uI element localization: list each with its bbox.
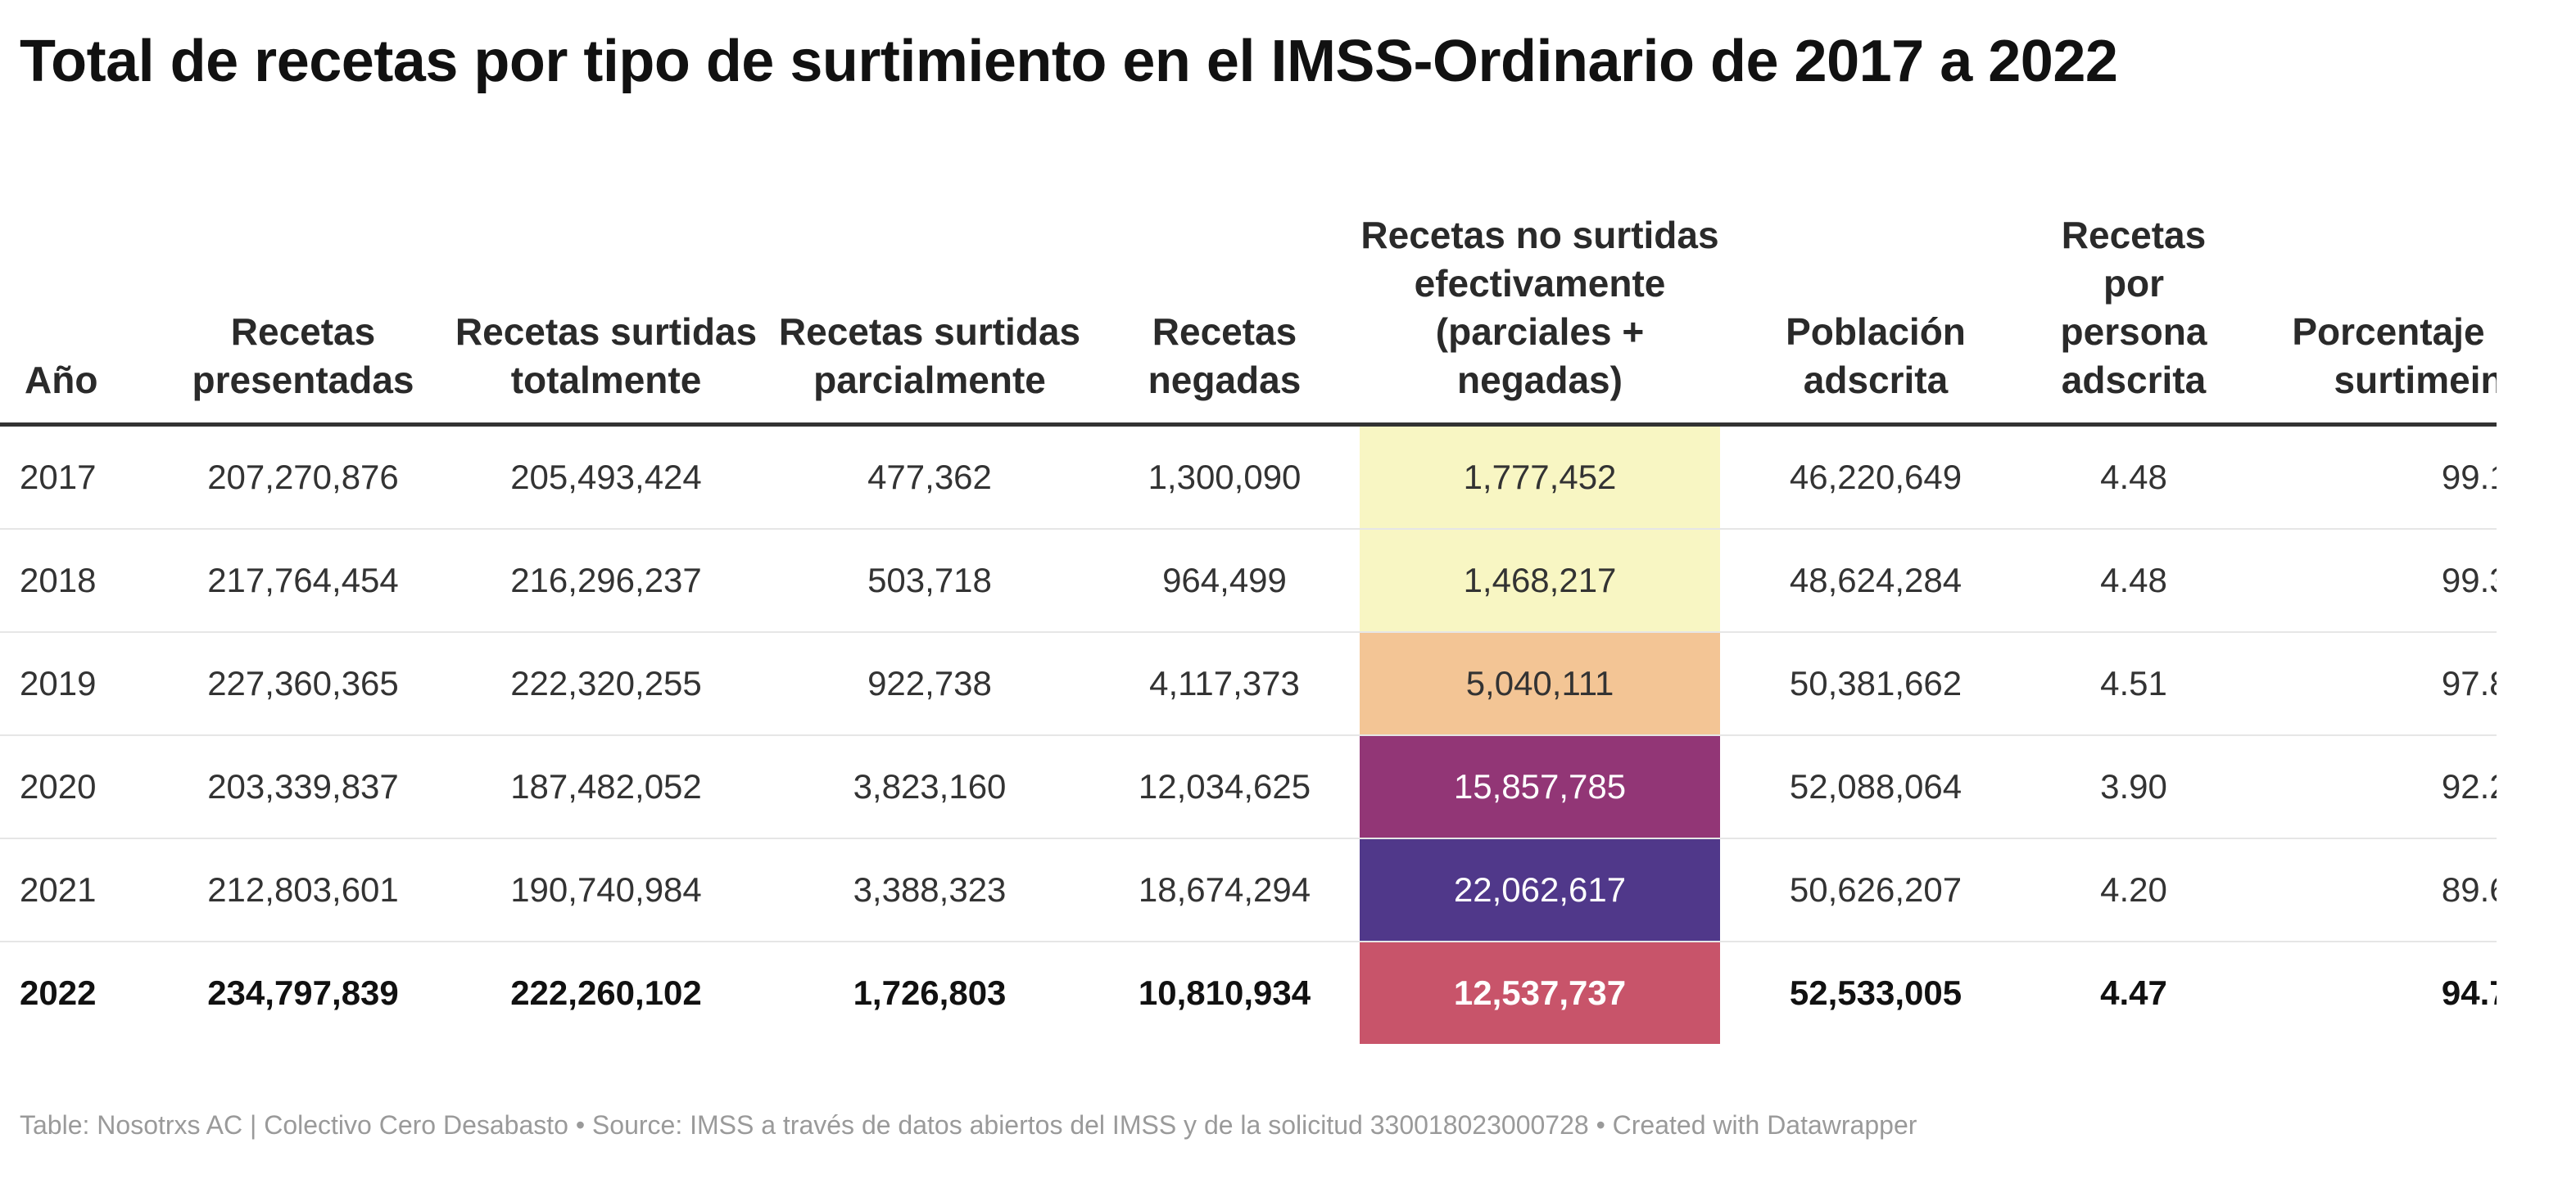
cell-per-person: 4.48 <box>2031 528 2236 633</box>
table-row: 2018 217,764,454 216,296,237 503,718 964,499… <box>0 528 2497 633</box>
cell-presented: 203,339,837 <box>164 734 442 839</box>
cell-presented: 234,797,839 <box>207 973 399 1012</box>
cell-not-filled: 12,537,737 <box>1360 942 1720 1044</box>
cell-presented: 227,360,365 <box>164 631 442 736</box>
cell-percentage: 99.3% <box>2236 528 2497 633</box>
heat-cell-value: 1,777,452 <box>1360 426 1720 528</box>
cell-not-filled: 5,040,111 <box>1360 631 1720 736</box>
table-row: 2020 203,339,837 187,482,052 3,823,160 12,03… <box>0 734 2497 839</box>
cell-per-person: 4.20 <box>2031 838 2236 942</box>
heat-cell-value: 12,537,737 <box>1360 942 1720 1044</box>
cell-filled-partial: 503,718 <box>770 528 1089 633</box>
heat-cell-value: 22,062,617 <box>1360 838 1720 941</box>
cell-population: 52,088,064 <box>1720 734 2031 839</box>
cell-percentage: 94.7% <box>2441 973 2497 1012</box>
cell-presented: 207,270,876 <box>164 424 442 530</box>
cell-per-person: 3.90 <box>2031 734 2236 839</box>
cell-presented: 217,764,454 <box>164 528 442 633</box>
cell-per-person: 4.48 <box>2031 424 2236 530</box>
data-table-container: Año Recetas presentadas Recetas surtidas… <box>0 172 2497 1064</box>
cell-not-filled: 15,857,785 <box>1360 734 1720 839</box>
column-header-per-person: Recetas por persona adscrita <box>2031 172 2236 427</box>
cell-year: 2022 <box>20 973 97 1012</box>
column-header-population: Población adscrita <box>1720 172 2031 427</box>
cell-population: 48,624,284 <box>1720 528 2031 633</box>
heat-cell-value: 1,468,217 <box>1360 529 1720 631</box>
data-table: Año Recetas presentadas Recetas surtidas… <box>0 172 2497 1044</box>
cell-filled-total: 187,482,052 <box>442 734 770 839</box>
cell-population: 46,220,649 <box>1720 424 2031 530</box>
cell-not-filled: 1,777,452 <box>1360 424 1720 530</box>
cell-year: 2021 <box>0 838 164 942</box>
column-header-denied: Recetas negadas <box>1089 172 1360 427</box>
table-header-row: Año Recetas presentadas Recetas surtidas… <box>0 172 2497 427</box>
cell-presented: 212,803,601 <box>164 838 442 942</box>
cell-per-person: 4.51 <box>2031 631 2236 736</box>
cell-filled-total: 222,320,255 <box>442 631 770 736</box>
cell-filled-partial: 922,738 <box>770 631 1089 736</box>
cell-year: 2020 <box>0 734 164 839</box>
cell-year: 2017 <box>0 424 164 530</box>
cell-denied: 12,034,625 <box>1089 734 1360 839</box>
cell-filled-partial: 477,362 <box>770 424 1089 530</box>
cell-denied: 18,674,294 <box>1089 838 1360 942</box>
cell-percentage: 97.8% <box>2236 631 2497 736</box>
cell-filled-partial: 1,726,803 <box>853 973 1007 1012</box>
table-row: 2022 234,797,839 222,260,102 1,726,803 10,81… <box>0 942 2497 1044</box>
cell-percentage: 99.1% <box>2236 424 2497 530</box>
cell-not-filled: 22,062,617 <box>1360 838 1720 942</box>
table-row: 2019 227,360,365 222,320,255 922,738 4,117,3… <box>0 631 2497 736</box>
cell-denied: 4,117,373 <box>1089 631 1360 736</box>
cell-filled-total: 190,740,984 <box>442 838 770 942</box>
heat-cell-value: 5,040,111 <box>1360 632 1720 734</box>
cell-year: 2019 <box>0 631 164 736</box>
cell-percentage: 92.2% <box>2236 734 2497 839</box>
column-header-presented: Recetas presentadas <box>164 172 442 427</box>
cell-filled-total: 205,493,424 <box>442 424 770 530</box>
source-footer: Table: Nosotrxs AC | Colectivo Cero Desa… <box>20 1110 1917 1140</box>
chart-title: Total de recetas por tipo de surtimiento… <box>20 29 2118 94</box>
cell-population: 52,533,005 <box>1789 973 1963 1012</box>
cell-denied: 1,300,090 <box>1089 424 1360 530</box>
cell-denied: 10,810,934 <box>1138 973 1311 1012</box>
cell-population: 50,626,207 <box>1720 838 2031 942</box>
cell-population: 50,381,662 <box>1720 631 2031 736</box>
column-header-not-filled: Recetas no surtidas efectivamente (parci… <box>1360 172 1720 427</box>
column-header-filled-partial: Recetas surtidas parcialmente <box>770 172 1089 427</box>
table-row: 2017 207,270,876 205,493,424 477,362 1,300,0… <box>0 424 2497 530</box>
column-header-percentage: Porcentaje de surtimeinto <box>2236 172 2497 427</box>
column-header-filled-total: Recetas surtidas totalmente <box>442 172 770 427</box>
cell-per-person: 4.47 <box>2100 973 2167 1012</box>
heat-cell-value: 15,857,785 <box>1360 735 1720 838</box>
cell-filled-partial: 3,823,160 <box>770 734 1089 839</box>
cell-denied: 964,499 <box>1089 528 1360 633</box>
column-header-year: Año <box>0 172 164 427</box>
cell-filled-total: 222,260,102 <box>510 973 702 1012</box>
table-row: 2021 212,803,601 190,740,984 3,388,323 18,67… <box>0 838 2497 942</box>
cell-filled-partial: 3,388,323 <box>770 838 1089 942</box>
cell-year: 2018 <box>0 528 164 633</box>
cell-filled-total: 216,296,237 <box>442 528 770 633</box>
cell-percentage: 89.6% <box>2236 838 2497 942</box>
table-body: 2017 207,270,876 205,493,424 477,362 1,300,0… <box>0 424 2497 1044</box>
cell-not-filled: 1,468,217 <box>1360 528 1720 633</box>
